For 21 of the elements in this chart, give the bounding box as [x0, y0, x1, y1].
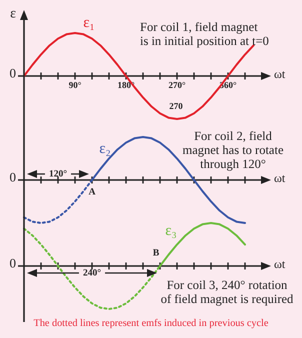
annotation: For coil 3, 240° rotation of field magnet is required — [160, 278, 294, 306]
x-axis-title: ωt — [274, 257, 286, 272]
text: 0 — [10, 255, 16, 270]
x-axis-title: ωt — [274, 171, 286, 186]
series-label: ε₁ — [83, 14, 95, 31]
series-label: ε₃ — [165, 222, 177, 239]
y-axis-title: ε — [10, 6, 16, 22]
text: The dotted lines represent emfs induced in previous cycle — [32, 318, 270, 330]
text: 0 — [10, 169, 16, 184]
annotation: 270 — [168, 101, 184, 112]
series-label: ε₂ — [99, 140, 111, 157]
annotation: A — [88, 187, 96, 198]
x-tick-label: 270° — [168, 80, 186, 90]
annotation: 240° — [82, 268, 102, 278]
x-tick-label: 90° — [68, 80, 82, 90]
text: 0 — [10, 65, 16, 80]
annotation: For coil 2, field magnet has to rotate through 120° — [181, 129, 284, 171]
annotation: For coil 1, field magnet is in initial position at t=0 — [140, 20, 270, 48]
annotation: B — [152, 248, 160, 258]
x-axis-title: ωt — [274, 67, 286, 82]
annotation: 120° — [48, 169, 68, 180]
